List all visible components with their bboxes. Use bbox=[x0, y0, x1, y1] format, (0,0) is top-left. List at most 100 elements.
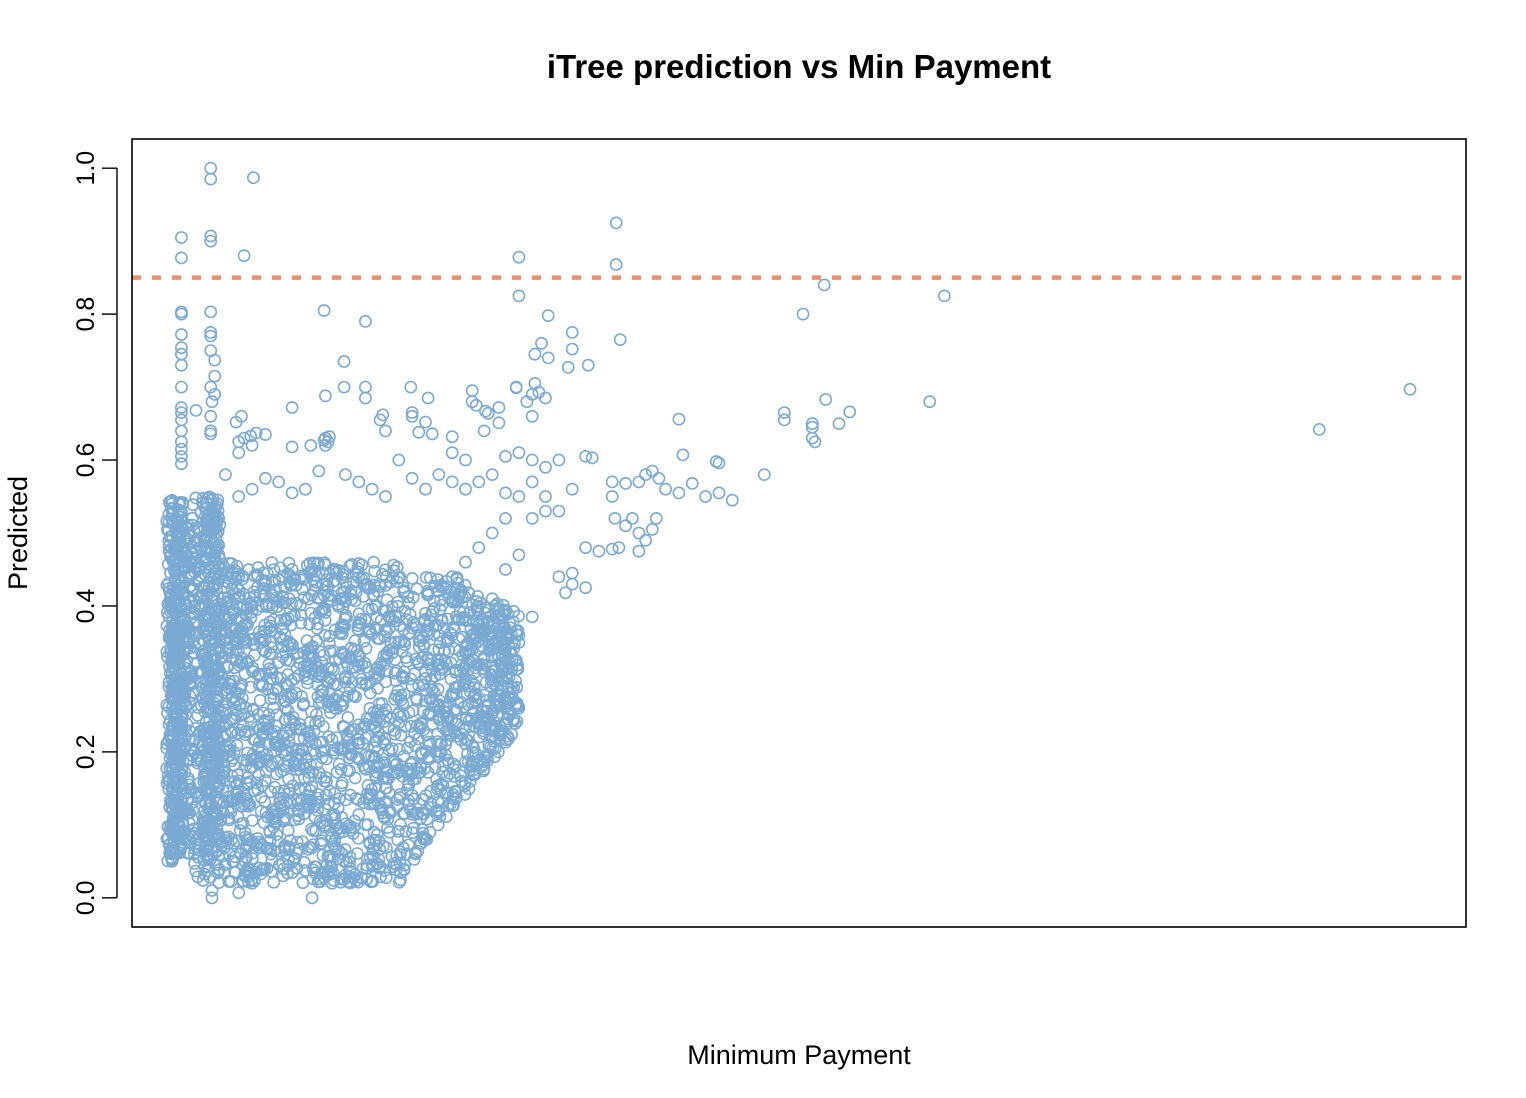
cloud-point bbox=[208, 649, 222, 663]
cloud-point bbox=[242, 654, 255, 668]
cloud-point bbox=[267, 701, 280, 715]
cloud-point bbox=[162, 534, 176, 547]
cloud-point bbox=[378, 563, 392, 577]
data-point bbox=[405, 621, 419, 635]
cloud-point bbox=[238, 826, 252, 840]
cloud-point bbox=[352, 733, 366, 746]
data-point bbox=[481, 406, 495, 420]
cloud-point bbox=[387, 856, 401, 870]
cloud-point bbox=[278, 628, 292, 642]
cloud-point bbox=[198, 721, 212, 735]
cloud-point bbox=[163, 623, 177, 636]
cloud-point bbox=[430, 653, 444, 667]
data-point bbox=[174, 406, 188, 419]
cloud-point bbox=[221, 591, 235, 605]
cloud-point bbox=[198, 561, 211, 575]
cloud-point bbox=[306, 872, 320, 886]
cloud-point bbox=[167, 619, 181, 633]
cloud-point bbox=[365, 787, 378, 801]
data-point bbox=[619, 476, 632, 490]
cloud-point bbox=[252, 861, 266, 875]
cloud-point bbox=[391, 793, 404, 806]
cloud-point bbox=[504, 693, 517, 707]
data-point bbox=[525, 409, 539, 423]
cloud-point bbox=[470, 631, 483, 644]
cloud-point bbox=[321, 676, 334, 689]
cloud-point bbox=[401, 741, 414, 755]
cloud-point bbox=[309, 569, 323, 583]
cloud-point bbox=[404, 672, 418, 686]
cloud-point bbox=[306, 744, 319, 758]
cloud-point bbox=[386, 754, 400, 767]
data-point bbox=[585, 451, 599, 465]
cloud-point bbox=[198, 796, 212, 810]
data-point bbox=[805, 417, 819, 430]
data-point bbox=[258, 428, 272, 441]
cloud-point bbox=[328, 692, 342, 706]
cloud-point bbox=[167, 748, 180, 762]
data-point bbox=[652, 471, 666, 485]
cloud-point bbox=[170, 535, 183, 549]
cloud-point bbox=[379, 765, 393, 778]
data-point bbox=[405, 679, 419, 693]
data-point bbox=[189, 403, 203, 417]
cloud-point bbox=[409, 847, 423, 861]
cloud-point bbox=[173, 649, 186, 663]
cloud-point bbox=[446, 762, 460, 776]
cloud-point bbox=[431, 618, 444, 632]
data-point bbox=[445, 446, 459, 460]
cloud-point bbox=[344, 788, 357, 802]
cloud-point bbox=[277, 633, 291, 647]
cloud-point bbox=[359, 678, 373, 692]
data-point bbox=[539, 490, 552, 503]
data-point bbox=[832, 417, 846, 430]
cloud-point bbox=[199, 554, 213, 568]
data-point bbox=[232, 490, 246, 503]
cloud-point bbox=[344, 725, 358, 738]
data-point bbox=[565, 342, 579, 356]
cloud-point bbox=[379, 871, 393, 885]
cloud-point bbox=[299, 664, 312, 678]
cloud-point bbox=[432, 803, 446, 817]
cloud-point bbox=[448, 760, 462, 773]
cloud-point bbox=[233, 698, 246, 712]
cloud-point bbox=[323, 567, 337, 581]
cloud-point bbox=[385, 613, 399, 626]
cloud-point bbox=[326, 837, 340, 851]
cloud-point bbox=[233, 584, 246, 597]
cloud-point bbox=[188, 599, 202, 613]
cloud-point bbox=[282, 852, 295, 866]
cloud-point bbox=[161, 597, 175, 611]
cloud-point bbox=[406, 821, 420, 835]
cloud-point bbox=[175, 722, 189, 736]
cloud-point bbox=[321, 797, 335, 811]
cloud-point bbox=[378, 770, 391, 784]
cloud-point bbox=[314, 836, 328, 850]
cloud-point bbox=[207, 512, 220, 526]
data-point bbox=[485, 526, 499, 540]
cloud-point bbox=[442, 723, 456, 737]
cloud-point bbox=[230, 738, 244, 752]
cloud-point bbox=[493, 727, 507, 740]
data-point bbox=[208, 353, 222, 367]
cloud-point bbox=[171, 810, 185, 824]
cloud-point bbox=[292, 747, 306, 761]
cloud-point bbox=[211, 571, 225, 585]
data-point bbox=[465, 384, 479, 398]
cloud-point bbox=[287, 609, 301, 623]
cloud-point bbox=[439, 785, 452, 799]
cloud-point bbox=[343, 559, 357, 573]
data-points bbox=[165, 161, 1417, 905]
cloud-point bbox=[388, 693, 401, 706]
cloud-point bbox=[292, 743, 306, 756]
data-point bbox=[204, 409, 218, 423]
cloud-point bbox=[322, 636, 336, 650]
data-point bbox=[204, 229, 218, 243]
cloud-point bbox=[212, 780, 226, 793]
cloud-point bbox=[510, 696, 524, 710]
cloud-point bbox=[253, 693, 267, 707]
data-point bbox=[923, 395, 937, 409]
data-point bbox=[204, 427, 218, 441]
cloud-point bbox=[282, 635, 296, 649]
cloud-point bbox=[346, 827, 360, 840]
